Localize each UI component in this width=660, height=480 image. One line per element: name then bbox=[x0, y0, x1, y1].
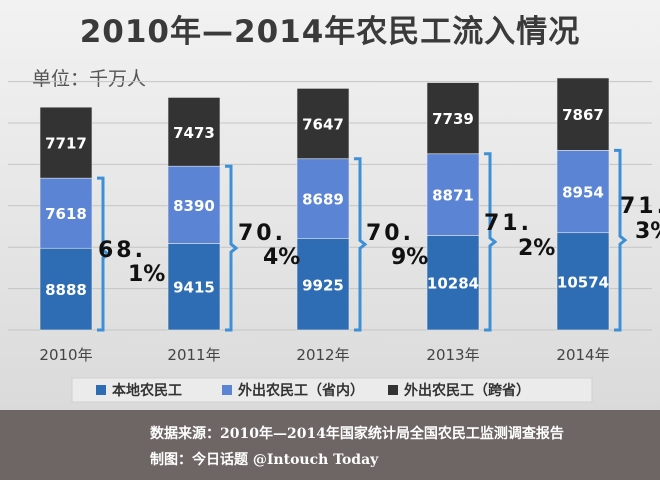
bar-segment bbox=[167, 97, 221, 167]
legend-swatch bbox=[96, 385, 106, 395]
bar-value-label: 7739 bbox=[432, 110, 474, 128]
stacked-bar-chart: 8888 7618 7717 9415 8390 7473 9925 8689 7647 1028… bbox=[8, 77, 660, 403]
x-tick-label: 2012年 bbox=[296, 346, 349, 364]
bar-value-label: 7473 bbox=[173, 124, 215, 142]
bar-value-label: 8390 bbox=[173, 197, 215, 215]
bar-segment bbox=[556, 150, 610, 234]
credit-note: 制图：今日话题 @Intouch Today bbox=[150, 452, 379, 468]
percent-annotation: 4% bbox=[263, 245, 300, 270]
bar-segment bbox=[39, 177, 93, 249]
percent-annotation: 71. bbox=[620, 194, 660, 219]
percent-annotation: 70. bbox=[366, 221, 414, 246]
percent-annotation: 3% bbox=[635, 219, 660, 244]
source-note: 数据来源：2010年—2014年国家统计局全国农民工监测调查报告 bbox=[150, 426, 564, 442]
bar-value-label: 10574 bbox=[557, 273, 609, 291]
percent-annotation: 68. bbox=[98, 238, 146, 263]
bar-value-label: 9925 bbox=[302, 276, 344, 294]
percent-annotation: 70. bbox=[238, 221, 286, 246]
legend-swatch bbox=[388, 385, 398, 395]
footer-banner: 数据来源：2010年—2014年国家统计局全国农民工监测调查报告 制图：今日话题… bbox=[0, 410, 660, 480]
percent-annotation: 1% bbox=[128, 262, 165, 287]
bar-value-label: 8871 bbox=[432, 187, 474, 205]
legend-label: 外出农民工（跨省） bbox=[404, 382, 530, 399]
x-tick-label: 2010年 bbox=[39, 346, 92, 364]
chart-title: 2010年—2014年农民工流入情况 bbox=[79, 14, 581, 50]
legend-box bbox=[71, 377, 593, 403]
x-tick-label: 2014年 bbox=[556, 346, 609, 364]
legend-swatch bbox=[222, 385, 232, 395]
x-tick-label: 2013年 bbox=[426, 346, 479, 364]
bar-value-label: 9415 bbox=[173, 279, 215, 297]
bar-segment bbox=[296, 238, 350, 331]
percent-annotation: 2% bbox=[518, 236, 555, 261]
bar-segment bbox=[39, 247, 93, 331]
bar-segment bbox=[426, 153, 480, 236]
bar-segment bbox=[426, 235, 480, 331]
bar-segment bbox=[167, 243, 221, 331]
percent-annotation: 71. bbox=[484, 211, 532, 236]
legend-label: 外出农民工（省内） bbox=[238, 382, 364, 399]
bracket bbox=[225, 164, 239, 332]
bracket bbox=[484, 152, 498, 332]
bar-value-label: 7717 bbox=[45, 135, 87, 153]
bracket bbox=[97, 176, 111, 332]
bar-segment bbox=[296, 158, 350, 239]
bar-value-label: 8888 bbox=[45, 281, 87, 299]
bar-value-label: 7867 bbox=[562, 106, 604, 124]
x-tick-label: 2011年 bbox=[167, 346, 220, 364]
bar-segment bbox=[167, 165, 221, 244]
bar-segment bbox=[39, 106, 93, 179]
bracket bbox=[614, 148, 628, 332]
unit-label: 单位：千万人 bbox=[32, 68, 147, 90]
legend-label: 本地农民工 bbox=[112, 382, 182, 399]
bar-segment bbox=[296, 88, 350, 160]
bracket bbox=[354, 157, 368, 332]
bar-segment bbox=[556, 232, 610, 331]
bar-segment bbox=[426, 82, 480, 155]
bar-value-label: 8954 bbox=[562, 184, 604, 202]
percent-annotation: 9% bbox=[391, 245, 428, 270]
bar-value-label: 7618 bbox=[45, 205, 87, 223]
bar-value-label: 7647 bbox=[302, 116, 344, 134]
bar-segment bbox=[556, 77, 610, 151]
bar-value-label: 8689 bbox=[302, 191, 344, 209]
bar-value-label: 10284 bbox=[427, 275, 479, 293]
